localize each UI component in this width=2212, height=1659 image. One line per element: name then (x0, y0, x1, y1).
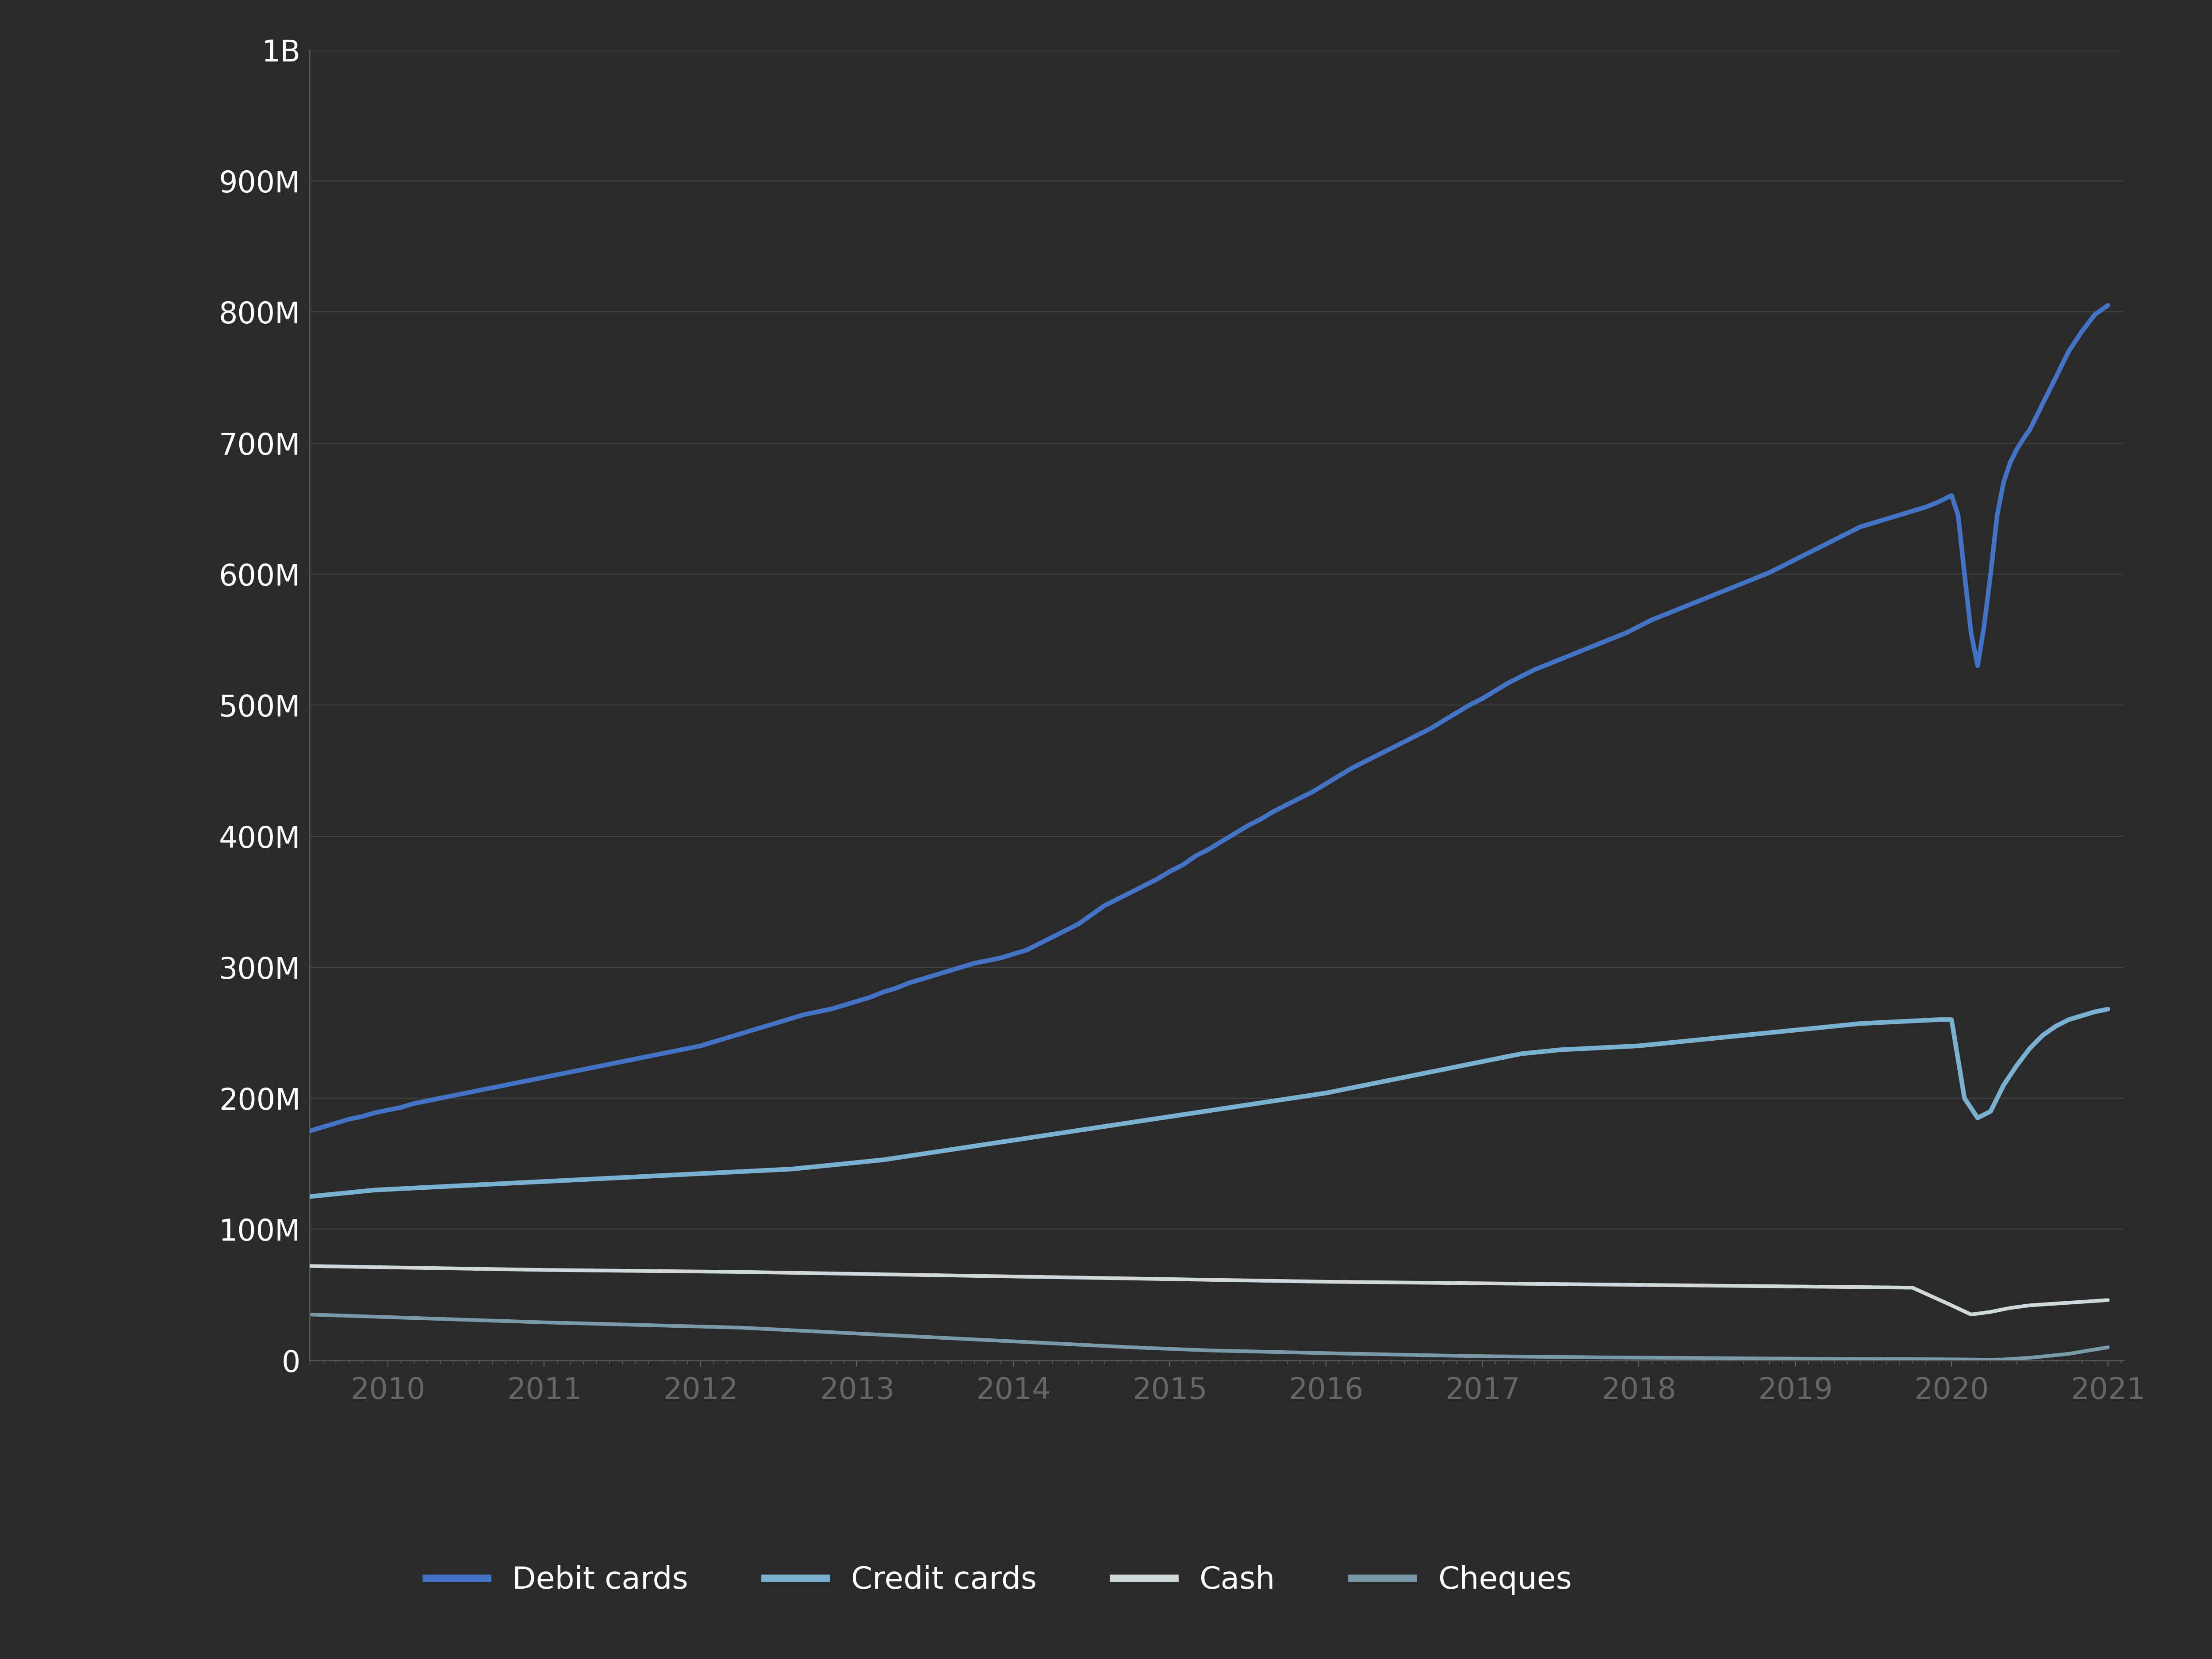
Legend: Debit cards, Credit cards, Cash, Cheques: Debit cards, Credit cards, Cash, Cheques (414, 1553, 1584, 1608)
